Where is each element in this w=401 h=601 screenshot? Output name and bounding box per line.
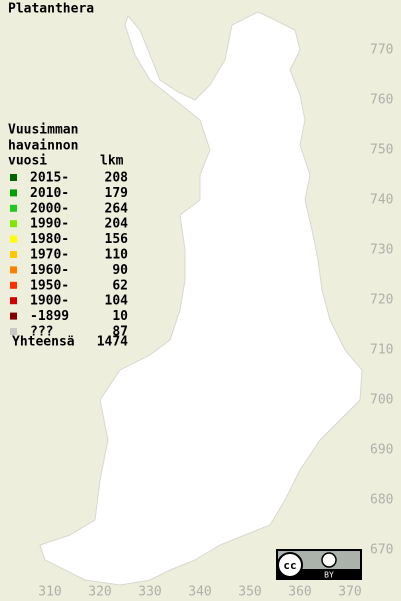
by-label: BY	[324, 571, 334, 580]
x-tick-label: 310	[38, 585, 61, 600]
title: Platanthera	[8, 2, 94, 17]
y-tick-label: 770	[370, 43, 393, 58]
legend-label: 1900-	[30, 294, 69, 309]
legend-count: 87	[112, 325, 128, 340]
legend-label: 1970-	[30, 248, 69, 263]
legend-swatch	[10, 266, 17, 274]
cc-circle	[277, 552, 303, 578]
legend-heading: vuosi	[8, 154, 47, 169]
x-tick-label: 370	[338, 585, 361, 600]
y-tick-label: 710	[370, 343, 393, 358]
cc-icon: cc	[283, 559, 296, 572]
total-count: 1474	[97, 335, 128, 350]
y-tick-label: 740	[370, 193, 393, 208]
legend-count: 204	[105, 217, 129, 232]
legend-swatch	[10, 220, 17, 228]
legend-swatch	[10, 204, 17, 212]
legend-label: -1899	[30, 309, 69, 324]
legend-count: 208	[105, 171, 129, 186]
legend-heading: Vuusimman	[8, 123, 78, 138]
legend-swatch	[10, 189, 17, 197]
x-tick-label: 350	[238, 585, 261, 600]
legend-count: 10	[112, 309, 128, 324]
y-tick-label: 750	[370, 143, 393, 158]
legend-swatch	[10, 235, 17, 243]
legend-label: ???	[30, 325, 53, 340]
legend-label: 1990-	[30, 217, 69, 232]
legend-count: 179	[105, 186, 128, 201]
legend-label: 1950-	[30, 278, 69, 293]
legend-swatch	[10, 174, 17, 181]
legend-label: 2010-	[30, 186, 69, 201]
legend-swatch	[10, 312, 17, 320]
legend-swatch	[10, 251, 17, 258]
legend-swatch	[10, 328, 17, 335]
legend-count: 90	[112, 263, 128, 278]
legend-swatch	[10, 281, 17, 289]
x-tick-label: 340	[188, 585, 211, 600]
x-tick-label: 320	[88, 585, 111, 600]
legend-count: 104	[105, 294, 129, 309]
y-tick-label: 720	[370, 293, 393, 308]
y-tick-label: 690	[370, 443, 393, 458]
y-tick-label: 670	[370, 543, 393, 558]
y-tick-label: 730	[370, 243, 393, 258]
legend-count: 62	[112, 278, 128, 293]
legend-count: 156	[105, 232, 129, 247]
license-badge: cc BY	[276, 549, 362, 580]
legend-count-heading: lkm	[100, 154, 124, 169]
x-tick-label: 330	[138, 585, 161, 600]
legend-heading: havainnon	[8, 139, 78, 154]
legend-label: 1960-	[30, 263, 69, 278]
y-tick-label: 700	[370, 393, 393, 408]
by-icon	[321, 552, 337, 568]
y-tick-label: 680	[370, 493, 393, 508]
total-label: Yhteensä	[12, 335, 75, 350]
y-tick-label: 760	[370, 93, 393, 108]
legend-label: 2015-	[30, 171, 69, 186]
legend-label: 2000-	[30, 201, 69, 216]
finland-outline	[39, 11, 363, 586]
legend-swatch	[10, 297, 17, 305]
x-tick-label: 360	[288, 585, 311, 600]
legend-count: 264	[105, 201, 129, 216]
legend-label: 1980-	[30, 232, 69, 247]
legend-count: 110	[105, 248, 129, 263]
